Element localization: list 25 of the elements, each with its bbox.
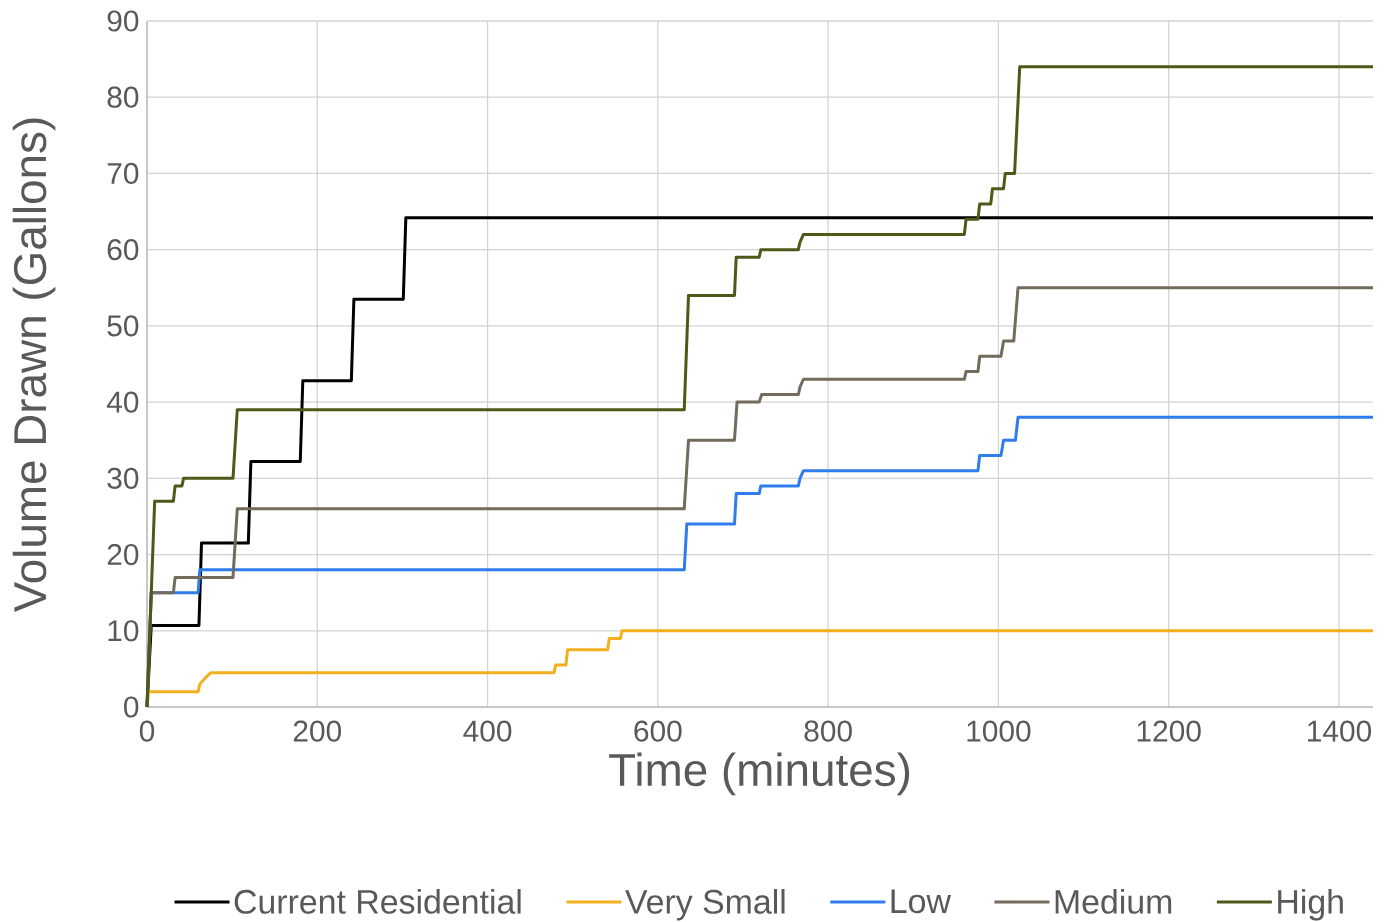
y-tick-label: 40 <box>106 391 139 413</box>
x-tick-label: 600 <box>634 720 682 742</box>
x-tick-label: 800 <box>804 720 852 742</box>
x-tick-label: 200 <box>293 720 342 742</box>
x-tick-label: 0 <box>139 720 155 742</box>
y-tick-label: 20 <box>107 543 139 566</box>
x-tick-label: 400 <box>463 720 512 742</box>
legend-label: Very Small <box>625 888 785 921</box>
y-tick-label: 90 <box>107 10 139 32</box>
legend-label: Current Residential <box>234 888 521 914</box>
y-tick-label: 80 <box>107 86 139 108</box>
y-tick-label: 0 <box>124 696 139 718</box>
y-axis-title: Volume Drawn (Gallons) <box>12 118 56 613</box>
y-tick-label: 30 <box>107 467 139 489</box>
x-tick-label: 1000 <box>967 720 1031 742</box>
legend-label: High <box>1278 888 1343 921</box>
legend-label: Medium <box>1055 888 1172 914</box>
y-tick-label: 60 <box>107 239 139 261</box>
y-tick-label: 50 <box>107 315 139 337</box>
x-tick-label: 1200 <box>1137 720 1201 742</box>
x-axis-title: Time (minutes) <box>609 752 910 796</box>
x-tick-label: 1400 <box>1308 720 1372 742</box>
y-tick-label: 10 <box>108 620 139 642</box>
y-tick-label: 70 <box>107 162 139 185</box>
legend-label: Low <box>891 889 951 914</box>
